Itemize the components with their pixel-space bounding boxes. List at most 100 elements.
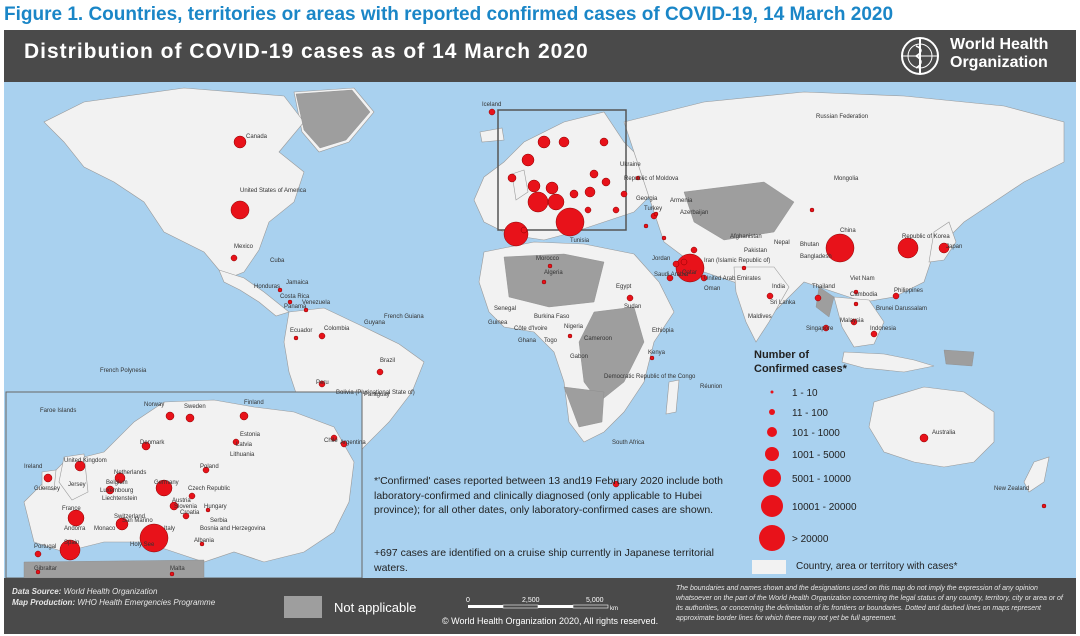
label-italy: Italy (164, 526, 175, 532)
case-bubble-uk (507, 173, 517, 183)
legend-range-2: 11 - 100 (792, 408, 828, 419)
north-africa-na (503, 253, 605, 308)
central-asia-na (683, 181, 795, 241)
label-egypt: Egypt (616, 284, 632, 290)
case-bubble-inset-norway (165, 411, 175, 421)
label-netherlands: Netherlands (114, 470, 146, 476)
case-bubble-norway (537, 135, 551, 149)
label-oman: Oman (704, 286, 720, 292)
label-turkey: Turkey (644, 206, 662, 212)
india (733, 266, 790, 343)
case-bubble-argentina (340, 440, 348, 448)
label-mongolia: Mongolia (834, 176, 859, 182)
case-bubble-mexico (230, 254, 238, 262)
legend-country-swatch (752, 560, 786, 574)
scale-2: 5,000 (586, 597, 604, 604)
case-bubble-inset-italy (139, 523, 169, 553)
case-bubble-egypt (626, 294, 634, 302)
label-canada: Canada (246, 134, 268, 140)
case-bubble-peru (318, 380, 326, 388)
central-america (218, 269, 290, 317)
case-bubble-czech (589, 169, 599, 179)
label-malaysia: Malaysia (840, 318, 864, 324)
japan (928, 221, 957, 263)
source-credits: Data Source: World Health Organization M… (12, 586, 215, 608)
case-bubble-iraq (690, 246, 698, 254)
label-kenya: Kenya (648, 350, 666, 356)
label-poland: Poland (200, 464, 219, 470)
case-bubble-inset-belgium (105, 485, 115, 495)
case-bubble-india (766, 292, 774, 300)
label-azerbaijan: Azerbaijan (680, 210, 708, 216)
case-bubble-france (527, 191, 549, 213)
legend-range-1: 1 - 10 (792, 388, 818, 399)
europe-inset (5, 391, 363, 578)
inset-europe-land (23, 399, 355, 563)
case-bubble-pakistan (741, 265, 747, 271)
label-philippines: Philippines (894, 288, 923, 294)
case-bubble-colombia (318, 332, 326, 340)
case-bubble-denmark (521, 153, 535, 167)
southern-africa-na (563, 386, 605, 428)
legend-bubble-4 (765, 447, 779, 461)
case-bubble-panama (287, 299, 293, 305)
label-burkina: Burkina Faso (534, 314, 570, 320)
label-reunion: Réunion (700, 384, 722, 390)
label-iran: Iran (Islamic Republic of) (704, 258, 770, 264)
case-bubble-switzerland (547, 193, 565, 211)
case-bubble-italy (555, 207, 585, 237)
label-chile: Chile (324, 438, 338, 444)
case-bubble-china (825, 233, 855, 263)
case-bubble-uae (700, 274, 708, 282)
case-bubble-inset-austria (169, 501, 179, 511)
who-logo: World Health Organization (898, 34, 1068, 78)
label-qatar: Qatar (682, 270, 697, 276)
case-bubble-finland (599, 137, 609, 147)
map-frame: Distribution of COVID-19 cases as of 14 … (4, 30, 1076, 634)
iceland-island (479, 127, 505, 143)
label-sudan: Sudan (624, 304, 641, 310)
australia (868, 386, 995, 468)
data-source-label: Data Source: (12, 587, 62, 596)
label-new-zealand: New Zealand (994, 486, 1029, 492)
label-nigeria: Nigeria (564, 324, 584, 330)
label-paraguay: Paraguay (364, 392, 390, 398)
case-bubble-inset-sweden (185, 413, 195, 423)
case-bubble-austria (584, 186, 596, 198)
label-moldova: Republic of Moldova (624, 176, 679, 182)
case-bubble-venezuela (303, 307, 309, 313)
case-bubble-saudi (666, 274, 674, 282)
label-albania: Albania (194, 538, 215, 544)
greenland-na (295, 89, 371, 149)
case-bubble-bahrain (680, 258, 688, 266)
scale-seg-4 (572, 604, 609, 609)
label-bhutan: Bhutan (800, 242, 819, 248)
label-portugal: Portugal (34, 544, 56, 550)
label-honduras: Honduras (254, 284, 280, 290)
label-serbia: Serbia (210, 518, 228, 524)
case-bubble-kenya (649, 355, 655, 361)
no-case-areas (295, 89, 975, 428)
label-thailand: Thailand (812, 284, 835, 290)
label-georgia: Georgia (636, 196, 658, 202)
case-bubble-algeria (541, 279, 547, 285)
scale-1: 2,500 (522, 597, 540, 604)
label-czech: Czech Republic (188, 486, 230, 492)
label-costa-rica: Costa Rica (280, 294, 310, 300)
not-applicable-swatch (284, 596, 322, 618)
case-bubble-inset-germany (155, 479, 173, 497)
case-bubble-morocco (547, 263, 553, 269)
label-malta: Malta (170, 566, 185, 572)
case-bubble-inset-spain (59, 539, 81, 561)
label-hungary: Hungary (204, 504, 227, 510)
label-south-africa: South Africa (612, 440, 645, 446)
label-iceland: Iceland (482, 102, 501, 108)
label-jordan: Jordan (652, 256, 670, 262)
legend-title-line1: Number of (754, 349, 809, 361)
label-liechtenstein: Liechtenstein (102, 496, 137, 502)
case-bubble-singapore (822, 324, 830, 332)
label-venezuela: Venezuela (302, 300, 331, 306)
world-map: Canada United States of America Mexico B… (5, 87, 1065, 578)
myanmar-na (815, 286, 835, 318)
label-saudi: Saudi Arabia (654, 272, 689, 278)
